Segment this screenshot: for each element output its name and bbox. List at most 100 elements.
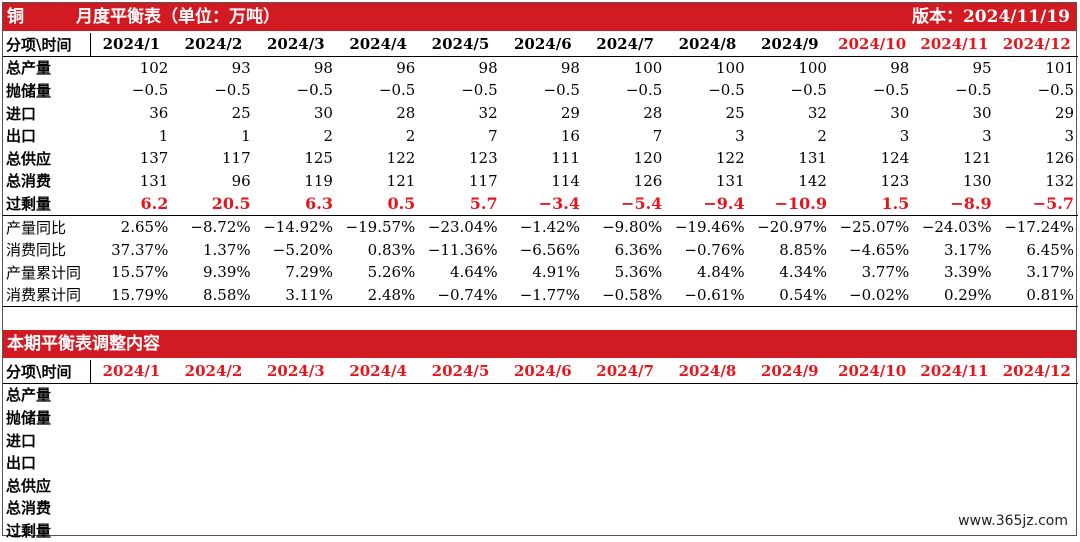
- cell-value: 25: [725, 104, 745, 123]
- cell-value: −4.65%: [849, 240, 910, 259]
- cell-value: 119: [304, 171, 333, 190]
- empty-cell: [337, 519, 419, 542]
- cell-value: 25: [231, 104, 251, 123]
- row-label: 总消费: [6, 499, 52, 518]
- cell-value: 3.17%: [943, 240, 992, 259]
- month-header: 2024/8: [666, 33, 749, 57]
- cell-value: 32: [807, 104, 827, 123]
- empty-cell: [172, 406, 254, 429]
- version-label: 版本：2024/11/19: [911, 7, 1070, 27]
- cell-value: 98: [313, 58, 333, 77]
- month-header: 2024/9: [748, 33, 831, 57]
- cell-value: 123: [880, 171, 910, 190]
- cell-value: 2: [405, 126, 416, 145]
- cell-value: 7.29%: [285, 263, 333, 282]
- row-label: 总产量: [6, 386, 52, 405]
- cell-value: 2: [323, 126, 333, 145]
- row-label: 出口: [6, 454, 37, 473]
- cell-value: 9.39%: [203, 263, 251, 282]
- cell-value: 6.3: [254, 192, 337, 216]
- table-row: 出口 1 1 2 2 7 16 7 3 2 3 3 3: [3, 124, 1078, 147]
- cell-value: −6.56%: [519, 240, 580, 259]
- empty-cell: [172, 497, 254, 520]
- cell-value: 5.7: [419, 192, 502, 216]
- sheet-title: 月度平衡表（单位：万吨）: [76, 7, 280, 27]
- cell-value: 30: [313, 104, 333, 123]
- empty-cell: [749, 519, 831, 542]
- cell-value: −23.04%: [427, 218, 498, 237]
- empty-cell: [996, 429, 1078, 452]
- cell-value: 4.34%: [779, 263, 827, 282]
- cell-value: −24.03%: [921, 218, 992, 237]
- row-label: 进口: [6, 104, 37, 123]
- cell-value: 98: [890, 58, 910, 77]
- empty-cell: [502, 429, 584, 452]
- cell-value: 126: [633, 171, 663, 190]
- cell-value: 16: [560, 126, 580, 145]
- empty-cell: [913, 429, 995, 452]
- cell-value: 6.36%: [614, 240, 663, 259]
- row-label: 产量同比: [6, 218, 67, 237]
- cell-value: 1.5: [830, 192, 914, 216]
- empty-cell: [90, 474, 172, 497]
- row-label: 过剩量: [3, 192, 90, 216]
- cell-value: 0.5: [336, 192, 420, 216]
- cell-value: −0.5: [214, 81, 251, 100]
- cell-value: 3: [735, 126, 745, 145]
- empty-cell: [831, 519, 913, 542]
- cell-value: 7: [488, 126, 498, 145]
- month-header: 2024/12: [995, 360, 1078, 384]
- title-bar: 铜 月度平衡表（单位：万吨） 版本：2024/11/19: [3, 3, 1076, 31]
- month-header: 2024/1: [90, 360, 173, 384]
- cell-value: 3: [1064, 126, 1074, 145]
- cell-value: −0.02%: [830, 283, 914, 308]
- cell-value: 126: [1045, 149, 1074, 168]
- adjustment-row: 过剩量: [3, 519, 1078, 542]
- watermark: www.365jz.com: [958, 513, 1068, 529]
- empty-cell: [90, 406, 172, 429]
- cell-value: −17.24%: [1004, 218, 1074, 237]
- cell-value: 121: [386, 171, 416, 190]
- cell-value: −5.20%: [272, 240, 333, 259]
- cell-value: 3.11%: [254, 283, 337, 308]
- cell-value: 5.36%: [614, 263, 663, 282]
- empty-cell: [749, 406, 831, 429]
- cell-value: 95: [972, 58, 992, 77]
- empty-cell: [502, 519, 584, 542]
- month-header: 2024/7: [583, 33, 667, 57]
- row-label: 进口: [6, 431, 37, 450]
- cell-value: 28: [396, 104, 416, 123]
- cell-value: 123: [469, 149, 498, 168]
- cell-value: 122: [715, 149, 745, 168]
- empty-cell: [255, 474, 337, 497]
- cell-value: 111: [551, 149, 580, 168]
- empty-cell: [666, 451, 748, 474]
- month-header: 2024/2: [172, 360, 255, 384]
- cell-value: 7: [652, 126, 663, 145]
- empty-cell: [337, 383, 419, 406]
- table-row: 抛储量 −0.5 −0.5 −0.5 −0.5 −0.5 −0.5 −0.5 −0.5 −0.5 −…: [3, 79, 1078, 102]
- cell-value: −1.77%: [501, 283, 584, 308]
- cell-value: −0.5: [708, 81, 745, 100]
- empty-cell: [666, 497, 748, 520]
- cell-value: 30: [890, 104, 910, 123]
- empty-cell: [337, 497, 419, 520]
- empty-cell: [419, 497, 501, 520]
- empty-cell: [831, 383, 913, 406]
- cell-value: 131: [715, 171, 745, 190]
- empty-cell: [831, 474, 913, 497]
- adjustment-title-bar: 本期平衡表调整内容: [3, 330, 1076, 358]
- cell-value: 98: [560, 58, 580, 77]
- cell-value: 98: [478, 58, 498, 77]
- cell-value: 0.81%: [995, 283, 1078, 308]
- empty-cell: [337, 474, 419, 497]
- empty-cell: [913, 451, 995, 474]
- cell-value: −0.5: [378, 81, 416, 100]
- month-header: 2024/6: [501, 360, 584, 384]
- empty-cell: [419, 519, 501, 542]
- cell-value: −3.4: [501, 192, 584, 216]
- cell-value: −11.36%: [427, 240, 498, 259]
- empty-cell: [255, 406, 337, 429]
- cell-value: 101: [1045, 58, 1074, 77]
